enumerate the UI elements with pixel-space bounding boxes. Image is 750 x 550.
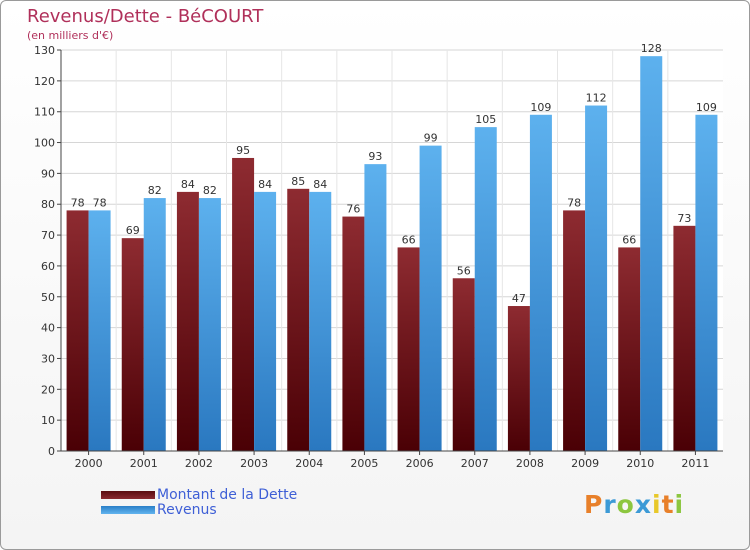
y-tick-label: 50	[41, 291, 55, 304]
bar-revenus	[364, 164, 387, 451]
bar-dette	[287, 188, 310, 452]
data-label-revenus: 78	[93, 196, 107, 209]
data-label-revenus: 99	[424, 132, 438, 145]
chart-subtitle: (en milliers d'€)	[27, 29, 114, 42]
x-tick-label: 2008	[516, 457, 544, 470]
data-label-dette: 84	[181, 178, 195, 191]
y-tick-label: 80	[41, 198, 55, 211]
bar-revenus	[254, 191, 277, 451]
data-label-revenus: 93	[368, 150, 382, 163]
x-tick-label: 2006	[406, 457, 434, 470]
data-label-revenus: 82	[148, 184, 162, 197]
data-label-dette: 85	[291, 175, 305, 188]
bar-dette	[452, 278, 475, 451]
data-label-revenus: 105	[475, 113, 496, 126]
bar-dette	[563, 210, 586, 451]
bar-revenus	[529, 114, 552, 452]
bar-revenus	[640, 56, 663, 452]
y-tick-label: 20	[41, 383, 55, 396]
x-tick-label: 2011	[681, 457, 709, 470]
bar-revenus	[88, 210, 111, 451]
data-label-dette: 47	[512, 292, 526, 305]
x-tick-label: 2005	[350, 457, 378, 470]
logo-letter: t	[661, 490, 675, 519]
logo-letter: i	[674, 490, 685, 519]
bar-revenus	[419, 145, 442, 451]
legend-item-revenus: Revenus	[101, 501, 297, 518]
bar-dette	[397, 247, 420, 451]
legend-swatch-revenus	[101, 505, 155, 514]
bar-dette	[66, 210, 89, 451]
bar-dette	[121, 238, 144, 451]
x-tick-label: 2010	[626, 457, 654, 470]
data-label-dette: 78	[567, 196, 581, 209]
legend-label-dette: Montant de la Dette	[157, 486, 298, 503]
bar-dette	[507, 306, 530, 451]
x-tick-label: 2002	[185, 457, 213, 470]
bar-revenus	[585, 105, 608, 452]
bar-revenus	[198, 198, 221, 451]
data-label-dette: 78	[71, 196, 85, 209]
y-tick-label: 0	[48, 445, 55, 458]
logo-letter: o	[616, 490, 635, 519]
data-label-dette: 66	[622, 233, 636, 246]
x-tick-label: 2004	[295, 457, 323, 470]
bar-dette	[176, 191, 199, 451]
bar-revenus	[143, 198, 166, 451]
legend-swatch-dette	[101, 490, 155, 499]
data-label-revenus: 109	[696, 101, 717, 114]
data-label-dette: 95	[236, 144, 250, 157]
y-tick-label: 120	[34, 75, 55, 88]
data-label-revenus: 84	[313, 178, 327, 191]
data-label-dette: 76	[346, 203, 360, 216]
legend: Montant de la Dette Revenus	[101, 486, 298, 518]
data-label-dette: 69	[126, 224, 140, 237]
x-tick-label: 2007	[461, 457, 489, 470]
logo-letter: P	[584, 490, 604, 519]
data-label-dette: 73	[677, 212, 691, 225]
logo-letter: r	[603, 490, 617, 519]
data-label-revenus: 109	[530, 101, 551, 114]
logo-letter: i	[652, 490, 662, 519]
logo-letter: x	[634, 490, 652, 519]
x-tick-label: 2000	[75, 457, 103, 470]
chart-title: Revenus/Dette - BéCOURT	[27, 6, 264, 27]
data-label-revenus: 112	[586, 92, 607, 105]
x-tick-label: 2001	[130, 457, 158, 470]
y-tick-label: 70	[41, 229, 55, 242]
bar-revenus	[474, 127, 497, 451]
data-label-revenus: 84	[258, 178, 272, 191]
x-tick-label: 2003	[240, 457, 268, 470]
data-label-dette: 56	[457, 264, 471, 277]
bar-dette	[618, 247, 641, 451]
x-tick-label: 2009	[571, 457, 599, 470]
y-tick-label: 40	[41, 322, 55, 335]
bar-revenus	[695, 114, 718, 452]
y-tick-label: 100	[34, 137, 55, 150]
legend-label-revenus: Revenus	[157, 501, 217, 518]
proxiti-logo: Proxiti	[584, 490, 684, 519]
y-tick-label: 110	[34, 106, 55, 119]
bar-dette	[673, 225, 696, 451]
y-tick-label: 130	[34, 44, 55, 57]
data-label-dette: 66	[402, 233, 416, 246]
y-tick-label: 60	[41, 260, 55, 273]
bar-dette	[232, 157, 255, 451]
y-tick-label: 30	[41, 352, 55, 365]
y-tick-label: 90	[41, 167, 55, 180]
bar-dette	[342, 216, 365, 451]
data-label-revenus: 128	[641, 42, 662, 55]
data-label-revenus: 82	[203, 184, 217, 197]
bar-revenus	[309, 191, 332, 451]
y-tick-label: 10	[41, 414, 55, 427]
legend-item-dette: Montant de la Dette	[101, 486, 298, 503]
